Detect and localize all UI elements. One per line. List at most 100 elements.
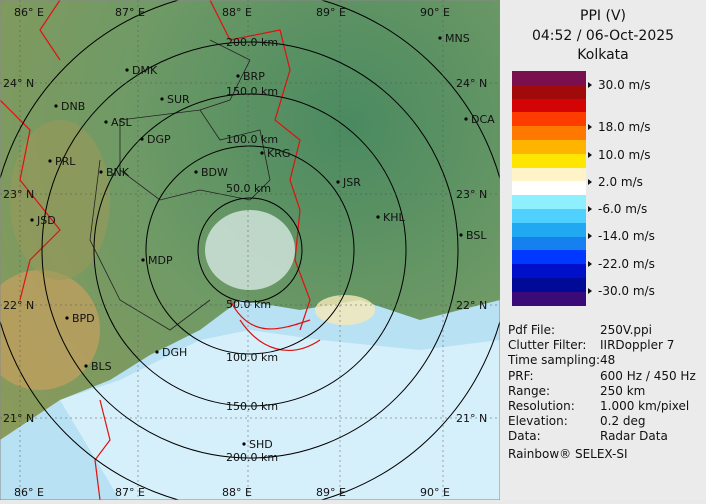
city-marker	[464, 117, 468, 121]
credit: Rainbow® SELEX-SI	[508, 446, 628, 461]
color-swatch	[512, 209, 586, 223]
city-label-krg: KRG	[267, 147, 290, 160]
city-marker	[376, 215, 380, 219]
color-swatch	[512, 236, 586, 251]
city-marker	[140, 137, 144, 141]
range-ring	[145, 145, 355, 355]
info-key: Range:	[508, 383, 551, 398]
scale-label: 30.0 m/s	[588, 78, 651, 92]
info-row: Pdf File: 250V.ppi	[508, 323, 696, 338]
city-marker	[99, 170, 103, 174]
color-swatch	[512, 291, 586, 306]
color-swatch	[512, 195, 586, 209]
city-label-prl: PRL	[55, 155, 76, 168]
lat-label-left: 21° N	[3, 412, 34, 425]
city-marker	[48, 159, 52, 163]
color-swatch	[512, 250, 586, 265]
range-ring-label: 100.0 km	[226, 351, 278, 364]
info-value: Radar Data	[600, 429, 668, 444]
info-row: Resolution: 1.000 km/pixel	[508, 399, 696, 414]
city-label-mns: MNS	[445, 32, 470, 45]
info-value: IIRDoppler 7	[600, 338, 675, 353]
info-row: Elevation: 0.2 deg	[508, 414, 696, 429]
scale-label: -14.0 m/s	[588, 229, 655, 243]
city-marker	[160, 97, 164, 101]
color-swatch	[512, 112, 586, 127]
color-swatch	[512, 222, 586, 237]
scale-label: 18.0 m/s	[588, 120, 651, 134]
color-swatch	[512, 140, 586, 154]
range-ring-label: 150.0 km	[226, 400, 278, 413]
city-marker	[65, 316, 69, 320]
city-label-dmk: DMK	[132, 64, 158, 77]
info-row: Range: 250 km	[508, 384, 696, 399]
range-ring-label: 50.0 km	[226, 298, 271, 311]
city-label-mdp: MDP	[148, 254, 173, 267]
range-ring	[93, 93, 407, 407]
lat-label-right: 21° N	[456, 412, 487, 425]
info-row: Data: Radar Data	[508, 429, 696, 444]
city-label-dca: DCA	[471, 113, 495, 126]
info-value: 250V.ppi	[600, 323, 652, 337]
lon-label-top: 87° E	[115, 6, 145, 19]
city-marker	[438, 36, 442, 40]
range-ring-label: 200.0 km	[226, 451, 278, 464]
city-marker	[54, 104, 58, 108]
city-label-asl: ASL	[111, 116, 133, 129]
lat-label-right: 23° N	[456, 188, 487, 201]
info-key: Data:	[508, 429, 541, 444]
color-swatch	[512, 181, 586, 196]
info-key: Elevation:	[508, 414, 568, 429]
info-key: Clutter Filter:	[508, 338, 587, 353]
city-marker	[459, 233, 463, 237]
lat-label-left: 22° N	[3, 299, 34, 312]
color-swatch	[512, 98, 586, 113]
lat-label-left: 24° N	[3, 77, 34, 90]
lat-label-right: 22° N	[456, 299, 487, 312]
info-table: Pdf File: 250V.ppi Clutter Filter: IIRDoppl…	[508, 323, 696, 462]
color-swatch	[512, 167, 586, 182]
color-swatch	[512, 126, 586, 140]
datetime: 04:52 / 06-Oct-2025	[531, 28, 675, 44]
info-value: 48	[600, 353, 616, 368]
city-label-dnb: DNB	[61, 100, 85, 113]
product-title: PPI (V)	[580, 8, 626, 24]
legend-panel: PPI (V) 04:52 / 06-Oct-2025 Kolkata 30.0…	[500, 0, 706, 500]
range-ring-label: 50.0 km	[226, 182, 271, 195]
lon-label-top: 86° E	[14, 6, 44, 19]
city-label-jsd: JSD	[36, 214, 56, 227]
lon-label-top: 88° E	[222, 6, 252, 19]
lon-label-bottom: 90° E	[420, 486, 450, 499]
scale-label: -22.0 m/s	[588, 257, 655, 271]
lon-label-bottom: 88° E	[222, 486, 252, 499]
color-swatch	[512, 278, 586, 292]
city-label-jsr: JSR	[342, 176, 361, 189]
lon-label-top: 90° E	[420, 6, 450, 19]
city-marker	[236, 74, 240, 78]
city-marker	[104, 120, 108, 124]
city-label-shd: SHD	[249, 438, 273, 451]
city-label-bsl: BSL	[466, 229, 487, 242]
city-marker	[242, 442, 246, 446]
info-key: Pdf File:	[508, 323, 556, 337]
info-key: Time sampling:	[508, 353, 601, 368]
radar-map[interactable]: 86° E 86° E 87° E 87° E 88° E 88° E 89° E 89° E…	[0, 0, 511, 504]
city-label-sur: SUR	[167, 93, 190, 106]
city-label-bls: BLS	[91, 360, 112, 373]
lon-label-bottom: 89° E	[316, 486, 346, 499]
city-label-bnk: BNK	[106, 166, 130, 179]
lat-label-right: 24° N	[456, 77, 487, 90]
city-marker	[141, 258, 145, 262]
color-swatch	[512, 153, 586, 168]
info-value: 600 Hz / 450 Hz	[600, 368, 696, 383]
range-ring	[41, 41, 459, 459]
color-swatch	[512, 84, 586, 99]
lon-label-bottom: 87° E	[115, 486, 145, 499]
info-key: Resolution:	[508, 399, 575, 414]
range-ring-label: 200.0 km	[226, 36, 278, 49]
info-row: Time sampling: 48	[508, 353, 696, 368]
scale-label: 10.0 m/s	[588, 148, 651, 162]
lat-label-left: 23° N	[3, 188, 34, 201]
scale-label: -30.0 m/s	[588, 284, 655, 298]
scale-label: -6.0 m/s	[588, 202, 647, 216]
